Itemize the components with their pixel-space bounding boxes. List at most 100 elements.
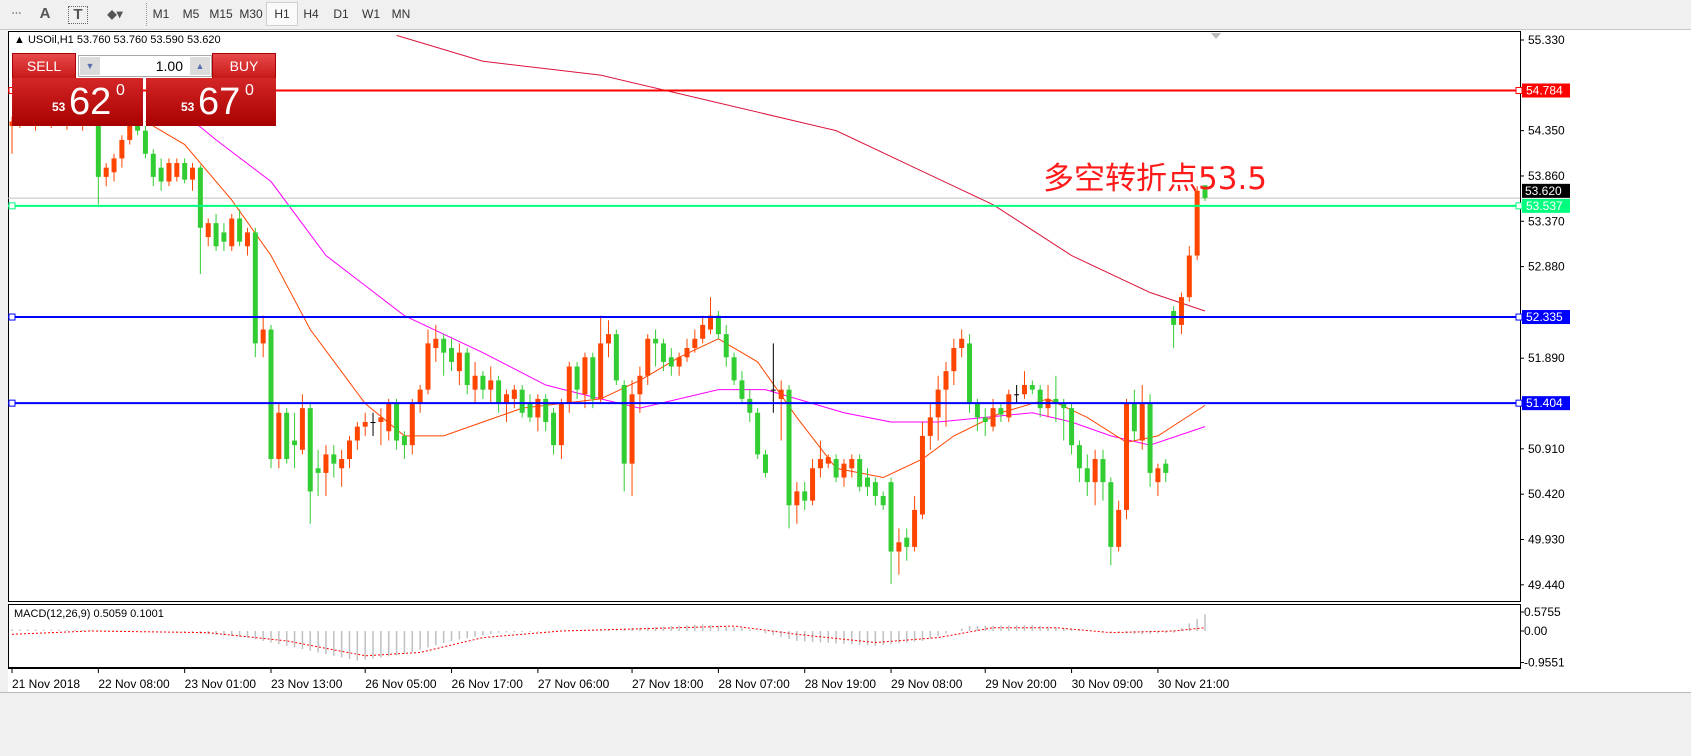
level-label: 51.404 [1526,396,1563,410]
candle-body [307,408,313,492]
candle-body [676,357,682,367]
timeframe-h1[interactable]: H1 [266,2,298,26]
sell-price[interactable]: 53 62 0 [12,78,143,126]
x-tick-label: 26 Nov 17:00 [452,677,524,691]
x-tick-label: 27 Nov 06:00 [538,677,610,691]
candle-body [566,366,572,404]
candle-body [974,403,980,418]
candle [142,126,148,159]
collapse-arrow-icon[interactable]: ▲ [14,34,28,46]
candle-body [880,496,886,506]
candle [1037,385,1043,418]
candle [535,394,541,432]
candle-body [715,315,721,335]
lot-increase-button[interactable]: ▲ [190,57,210,75]
timeframe-m30[interactable]: M30 [239,7,263,21]
candle-body [276,412,282,460]
candle [354,422,360,450]
ma-slow-line [396,34,1206,312]
timeframe-h4[interactable]: H4 [303,7,319,21]
sell-button[interactable]: SELL [12,53,76,79]
candle [810,459,816,506]
candle-body [252,232,258,344]
timeframe-d1[interactable]: D1 [333,7,349,21]
candle-body [229,218,235,247]
candle [912,496,918,552]
candle-body [770,389,776,391]
candle [1076,440,1082,483]
candle-body [1053,398,1059,404]
candle [1147,394,1153,487]
candle [425,329,431,395]
candle-body [645,338,651,376]
grid-icon[interactable]: ⋯ [11,8,22,19]
candle-body [1076,445,1082,469]
buy-price-sup: 0 [245,82,254,99]
candle-body [370,422,376,424]
chart-annotation[interactable]: 多空转折点53.5 [1043,161,1268,197]
candle-body [1084,468,1090,483]
text-icon[interactable]: A [39,5,51,22]
candle-body [346,440,352,460]
candle-body [464,352,470,386]
candle-body [213,223,219,247]
chart-shift-marker [1211,33,1221,39]
candle [1029,380,1035,395]
candle-body [747,398,753,413]
timeframe-m5[interactable]: M5 [182,7,200,21]
candle-body [755,412,761,455]
candle-body [503,394,509,404]
timeframe-w1[interactable]: W1 [362,7,380,21]
candle [613,329,619,386]
timeframe-mn[interactable]: MN [391,7,411,21]
candle [574,361,580,399]
candle-body [896,542,902,552]
x-tick-label: 30 Nov 09:00 [1072,677,1144,691]
timeframe-m1[interactable]: M1 [152,7,170,21]
candle-body [1139,403,1145,441]
candle [1163,459,1169,483]
candle-body [1006,394,1012,418]
lot-value[interactable]: 1.00 [155,58,183,74]
candle [205,218,211,247]
candle-body [488,380,494,390]
candle-body [849,459,855,469]
candle [1194,186,1200,261]
buy-price[interactable]: 53 67 0 [146,78,276,126]
candle-body [794,491,800,506]
x-tick-label: 23 Nov 01:00 [185,677,257,691]
shapes-icon[interactable]: ◆▾ [107,7,123,21]
candle-body [449,348,455,362]
candle-body [456,352,462,372]
candle [762,449,768,478]
chart-area[interactable] [8,30,1691,692]
candle-body [1155,468,1161,483]
candle [229,213,235,251]
candle [456,343,462,386]
candle-body [409,403,415,446]
candle [111,153,117,182]
buy-button[interactable]: BUY [212,53,276,79]
x-tick-label: 28 Nov 07:00 [718,677,790,691]
candle-body [967,343,973,404]
candle [1045,385,1051,418]
lot-size-input[interactable]: ▼ 1.00 ▲ [78,55,212,77]
lot-decrease-button[interactable]: ▼ [80,57,100,75]
candle-body [653,338,659,344]
candle [252,227,258,358]
level-label: 52.335 [1526,310,1563,324]
candle-body [951,348,957,372]
timeframe-m15[interactable]: M15 [209,7,233,21]
candle-body [723,334,729,358]
candle [182,158,188,184]
candle-body [260,329,266,344]
candle [731,352,737,386]
candle-body [982,417,988,423]
candle [558,398,564,460]
candle-body [692,338,698,349]
text-label-icon[interactable]: T [68,6,88,24]
candle-body [1124,403,1130,510]
candle [464,348,470,395]
candle [998,403,1004,423]
